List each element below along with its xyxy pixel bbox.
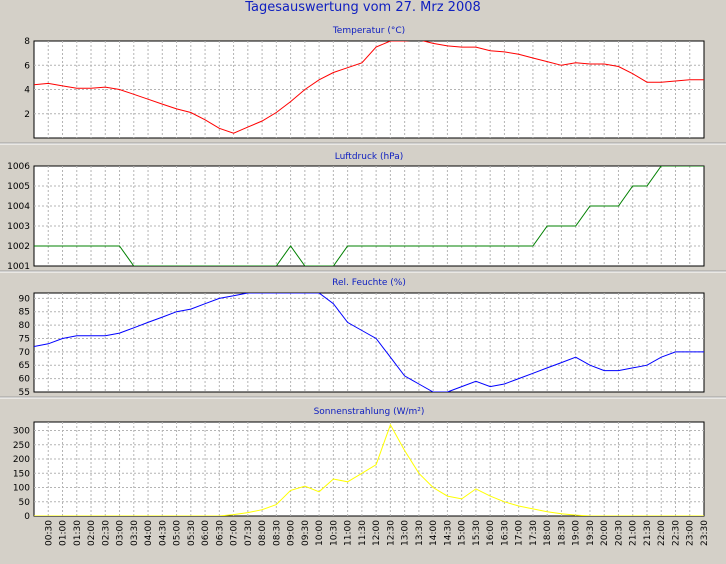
x-tick-label: 04:30 <box>158 520 168 546</box>
y-tick-label: 1006 <box>7 162 30 172</box>
y-tick-label: 2 <box>24 110 30 120</box>
x-tick-label: 17:30 <box>529 520 539 546</box>
x-tick-label: 21:30 <box>643 520 653 546</box>
y-tick-label: 1005 <box>7 182 30 192</box>
y-tick-label: 75 <box>19 334 30 344</box>
x-tick-label: 07:00 <box>230 520 240 546</box>
y-tick-label: 150 <box>13 469 30 479</box>
x-tick-label: 13:00 <box>401 520 411 546</box>
x-tick-label: 14:00 <box>429 520 439 546</box>
x-tick-label: 19:30 <box>586 520 596 546</box>
x-tick-label: 18:30 <box>557 520 567 546</box>
x-tick-label: 08:30 <box>272 520 282 546</box>
x-tick-label: 05:00 <box>173 520 183 546</box>
x-tick-label: 20:30 <box>615 520 625 546</box>
y-tick-label: 80 <box>19 321 31 331</box>
chart-panel: Sonnenstrahlung (W/m²) 0 50 100 150 200 250 300 <box>13 407 705 522</box>
x-tick-label: 01:00 <box>59 520 69 546</box>
y-tick-label: 65 <box>19 361 30 371</box>
series-line <box>34 293 704 392</box>
x-tick-label: 13:30 <box>415 520 425 546</box>
x-tick-label: 01:30 <box>73 520 83 546</box>
x-tick-label: 04:00 <box>144 520 154 546</box>
series-line <box>34 423 704 516</box>
x-tick-label: 17:00 <box>515 520 525 546</box>
x-tick-label: 03:30 <box>130 520 140 546</box>
x-tick-label: 15:00 <box>458 520 468 546</box>
y-tick-label: 8 <box>24 37 30 47</box>
y-tick-label: 85 <box>19 308 30 318</box>
y-tick-label: 6 <box>24 61 30 71</box>
series-line <box>34 166 704 266</box>
x-tick-label: 12:00 <box>372 520 382 546</box>
series-line <box>34 41 704 134</box>
x-tick-label: 16:30 <box>500 520 510 546</box>
x-tick-label: 23:00 <box>686 520 696 546</box>
chart-title: Temperatur (°C) <box>332 26 405 36</box>
x-tick-label: 11:00 <box>344 520 354 546</box>
x-tick-label: 09:00 <box>287 520 297 546</box>
y-tick-label: 55 <box>19 388 30 398</box>
y-tick-label: 100 <box>13 484 30 494</box>
x-tick-label: 02:00 <box>87 520 97 546</box>
y-tick-label: 70 <box>19 348 31 358</box>
y-tick-label: 1004 <box>7 202 30 212</box>
x-tick-label: 18:00 <box>543 520 553 546</box>
chart-panel: Rel. Feuchte (%) 55 60 65 70 75 80 85 90 <box>0 278 726 399</box>
x-tick-label: 06:00 <box>201 520 211 546</box>
y-tick-label: 200 <box>13 455 30 465</box>
x-tick-label: 05:30 <box>187 520 197 546</box>
chart-title: Luftdruck (hPa) <box>335 152 404 162</box>
chart-panel: Temperatur (°C) 2 4 6 8 <box>0 26 726 145</box>
x-tick-label: 06:30 <box>215 520 225 546</box>
x-tick-label: 11:30 <box>358 520 368 546</box>
x-tick-label: 23:30 <box>700 520 710 546</box>
x-tick-label: 22:30 <box>672 520 682 546</box>
y-tick-label: 1003 <box>7 222 30 232</box>
x-tick-label: 14:30 <box>443 520 453 546</box>
x-tick-label: 09:30 <box>301 520 311 546</box>
chart-panel: Luftdruck (hPa) 1001 1002 1003 1004 1005 1006 <box>0 152 726 273</box>
y-tick-label: 90 <box>19 294 31 304</box>
y-tick-label: 60 <box>19 375 31 385</box>
x-tick-label: 15:30 <box>472 520 482 546</box>
x-tick-label: 07:30 <box>244 520 254 546</box>
y-tick-label: 250 <box>13 441 30 451</box>
x-tick-label: 00:30 <box>44 520 54 546</box>
x-tick-label: 10:00 <box>315 520 325 546</box>
chart-title: Rel. Feuchte (%) <box>332 278 406 288</box>
x-tick-label: 03:00 <box>116 520 126 546</box>
x-tick-label: 10:30 <box>329 520 339 546</box>
y-tick-label: 4 <box>24 86 30 96</box>
x-tick-label: 21:00 <box>629 520 639 546</box>
report-title: Tagesauswertung vom 27. Mrz 2008 <box>245 0 481 15</box>
y-tick-label: 300 <box>13 427 30 437</box>
x-tick-label: 20:00 <box>600 520 610 546</box>
chart-title: Sonnenstrahlung (W/m²) <box>314 407 425 417</box>
x-tick-label: 16:00 <box>486 520 496 546</box>
x-tick-label: 02:30 <box>101 520 111 546</box>
plot-area <box>33 292 705 393</box>
y-tick-label: 50 <box>19 498 31 508</box>
x-tick-label: 08:00 <box>258 520 268 546</box>
y-tick-label: 1002 <box>7 242 30 252</box>
x-tick-label: 12:30 <box>386 520 396 546</box>
x-tick-label: 19:00 <box>572 520 582 546</box>
plot-area <box>33 165 705 267</box>
y-tick-label: 1001 <box>7 262 30 272</box>
x-tick-label: 22:00 <box>657 520 667 546</box>
y-tick-label: 0 <box>24 512 30 522</box>
